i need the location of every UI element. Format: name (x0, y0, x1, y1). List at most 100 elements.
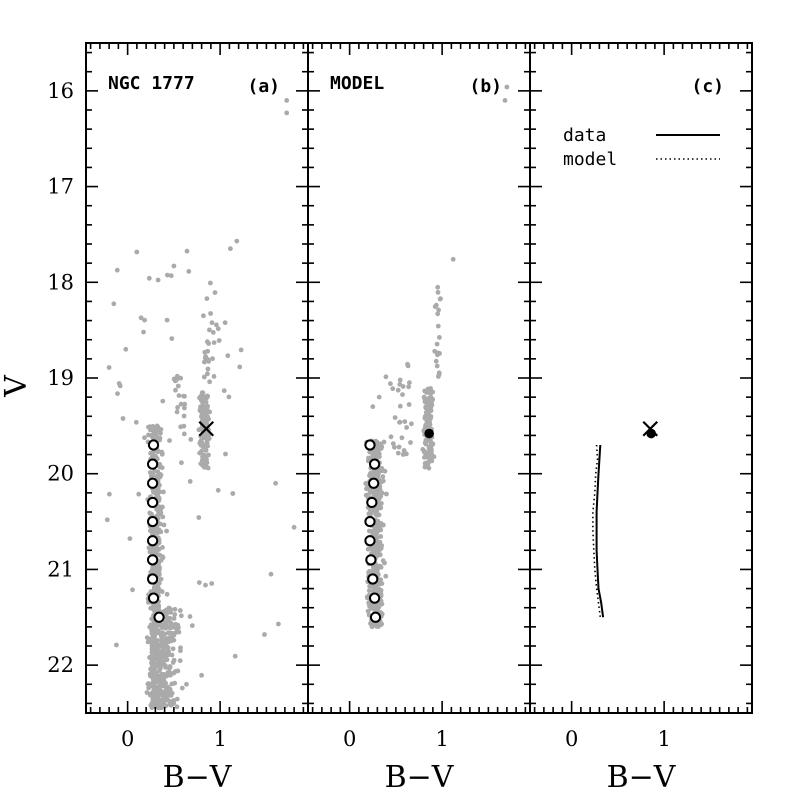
scatter-point (133, 419, 139, 425)
scatter-point (165, 645, 171, 650)
panel-b: 0 1 B−V MODEL (b) (307, 42, 531, 795)
scatter-point (377, 503, 382, 508)
scatter-point (168, 609, 174, 615)
scatter-point (201, 313, 206, 319)
scatter-point (154, 627, 159, 633)
scatter-point (166, 605, 172, 611)
scatter-point (409, 421, 414, 427)
scatter-point (366, 528, 372, 534)
ridge-point (369, 611, 382, 623)
scatter-point (186, 269, 192, 274)
scatter-point (153, 425, 159, 431)
scatter-point (175, 668, 181, 674)
scatter-point (382, 468, 388, 474)
scatter-point (127, 536, 133, 541)
ridge-point (147, 458, 159, 470)
scatter-point (367, 473, 372, 478)
scatter-point (111, 301, 117, 307)
scatter-point (160, 554, 166, 560)
scatter-point (182, 405, 187, 411)
scatter-point (144, 690, 150, 695)
scatter-point (161, 522, 167, 528)
scatter-point (365, 608, 371, 614)
scatter-point (178, 401, 184, 407)
scatter-point (205, 371, 210, 377)
scatter-point (168, 630, 174, 636)
scatter-point (187, 479, 193, 484)
x-tick-label: 0 (121, 727, 134, 751)
ridge-point (369, 458, 381, 470)
scatter-point (384, 491, 389, 497)
scatter-point (378, 564, 384, 570)
y-tick-label: 20 (47, 462, 74, 486)
scatter-point (163, 680, 169, 686)
scatter-point (172, 680, 178, 686)
scatter-point (146, 545, 152, 551)
scatter-point (214, 322, 219, 328)
scatter-point (390, 386, 396, 392)
clump-point (424, 428, 434, 439)
x-tick-label: 1 (657, 727, 670, 751)
scatter-point (392, 415, 398, 420)
scatter-point (153, 490, 158, 496)
scatter-point (210, 356, 215, 362)
scatter-point (376, 442, 382, 447)
scatter-point (171, 698, 177, 703)
cross-marker (642, 420, 659, 437)
scatter-point (365, 546, 371, 552)
scatter-point (153, 528, 159, 533)
scatter-point (396, 444, 402, 450)
series-line-model (592, 444, 602, 618)
scatter-point (165, 272, 170, 278)
legend-label-data: data (563, 125, 606, 146)
scatter-point (407, 380, 412, 386)
scatter-point (155, 485, 161, 491)
scatter-point (401, 448, 407, 453)
scatter-point (404, 425, 409, 430)
scatter-point (163, 625, 169, 631)
scatter-point (268, 571, 274, 577)
scatter-point (152, 633, 158, 639)
scatter-point (148, 473, 154, 479)
scatter-point (436, 307, 441, 313)
ridge-point (147, 477, 159, 489)
y-tick-label: 22 (47, 653, 74, 677)
scatter-point (157, 622, 162, 628)
scatter-point (173, 629, 179, 635)
ridge-point (368, 477, 380, 489)
scatter-point (435, 290, 441, 295)
scatter-point (215, 487, 221, 493)
scatter-point (211, 374, 217, 379)
clump-point (646, 428, 656, 439)
scatter-point (178, 645, 183, 651)
ridge-point (364, 535, 376, 547)
scatter-point (366, 570, 371, 575)
scatter-point (228, 246, 233, 252)
scatter-point (276, 621, 281, 627)
scatter-point (123, 346, 129, 352)
scatter-point (147, 470, 153, 475)
scatter-point (437, 335, 442, 340)
scatter-point (157, 437, 163, 443)
ridge-point (147, 573, 159, 585)
scatter-point (363, 481, 369, 486)
scatter-point (372, 449, 378, 455)
scatter-point (378, 545, 384, 551)
scatter-point (203, 354, 209, 359)
scatter-point (402, 419, 408, 424)
scatter-point (149, 701, 155, 706)
scatter-point (160, 630, 165, 635)
scatter-point (130, 587, 135, 593)
scatter-point (211, 340, 217, 345)
series-line-data (595, 444, 605, 618)
scatter-point (208, 280, 213, 286)
scatter-point (158, 472, 164, 478)
scatter-point (435, 311, 441, 317)
scatter-point (200, 462, 206, 468)
scatter-point (164, 528, 170, 534)
ridge-point (147, 439, 160, 451)
scatter-point (436, 371, 442, 377)
scatter-point (238, 347, 244, 353)
panel-letter: (a) (247, 76, 280, 97)
scatter-point (206, 359, 212, 364)
